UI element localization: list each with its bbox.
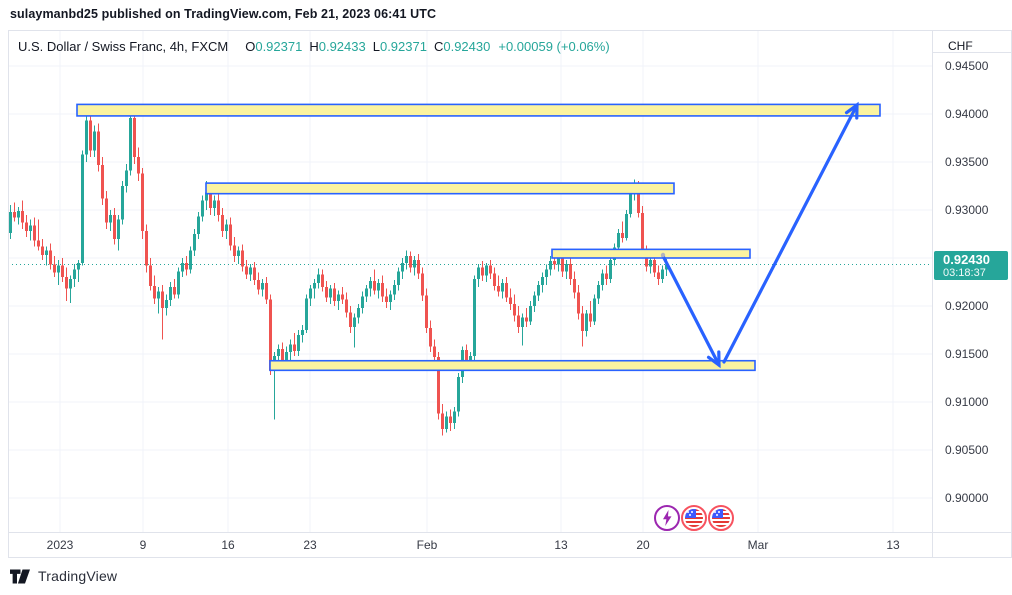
us-flag-icon[interactable] [708, 505, 734, 531]
price-axis-label: 0.90000 [945, 491, 989, 505]
support-zone[interactable] [269, 359, 756, 372]
chart-legend: U.S. Dollar / Swiss Franc, 4h, FXCM O0.92… [18, 39, 610, 54]
lightning-icon[interactable] [654, 505, 680, 531]
ohlc-values: O0.92371 H0.92433 L0.92371 C0.92430 [238, 39, 490, 54]
arrow-anchor-dot[interactable] [660, 252, 666, 258]
price-axis-label: 0.93500 [945, 155, 989, 169]
supply-demand-zones[interactable] [76, 103, 881, 372]
resistance-zone-near[interactable] [551, 248, 751, 259]
ohlc-value: 0.92371 [255, 39, 303, 54]
ohlc-value: 0.92433 [318, 39, 366, 54]
price-axis-separator [932, 30, 933, 557]
ohlc-value: 0.92430 [443, 39, 491, 54]
projected-drop-arrow-line[interactable] [661, 254, 721, 367]
price-axis-label: 0.94000 [945, 107, 989, 121]
lightning-bolt [663, 510, 672, 526]
projected-drop-arrowhead [706, 350, 721, 369]
time-axis-label: 9 [139, 538, 147, 552]
price-axis-label: 0.92000 [945, 299, 989, 313]
axis-unit-label: CHF [948, 39, 973, 53]
ohlc-key: O [245, 39, 256, 54]
price-axis-label: 0.90500 [945, 443, 989, 457]
time-axis[interactable]: 2023 9 16 23 Feb 13 20 Mar 13 [0, 533, 1012, 557]
time-axis-label: 20 [636, 538, 650, 552]
price-axis-label: 0.91500 [945, 347, 989, 361]
us-flag [685, 509, 703, 527]
resistance-zone-middle[interactable] [205, 182, 675, 195]
projection-arrows[interactable] [661, 101, 859, 369]
change-value: +0.00059 (+0.06%) [498, 39, 610, 54]
time-axis-separator [8, 532, 1012, 533]
chart-frame-top [8, 30, 1012, 31]
brand-footer: TradingView [10, 564, 117, 588]
ohlc-value: 0.92371 [379, 39, 427, 54]
time-axis-label: 16 [221, 538, 235, 552]
chart-canvas[interactable] [8, 30, 932, 532]
price-axis-label: 0.91000 [945, 395, 989, 409]
projected-rally-arrowhead [844, 101, 859, 120]
chart-frame-bottom [8, 557, 1012, 558]
time-axis-label: Mar [747, 538, 769, 552]
price-axis[interactable]: CHF 0.945000.940000.935000.930000.925000… [933, 30, 1012, 532]
axis-unit-separator [933, 52, 1012, 53]
time-axis-label: 23 [303, 538, 317, 552]
flag-canton [712, 509, 723, 518]
tradingview-logo-text[interactable]: TradingView [38, 568, 118, 584]
ohlc-key: H [309, 39, 319, 54]
candlestick-series [9, 105, 668, 436]
ohlc-key: L [372, 39, 380, 54]
tradingview-logo-icon[interactable] [10, 569, 31, 584]
chart-frame-left [8, 30, 9, 557]
time-axis-label: Feb [416, 538, 438, 552]
flag-canton [685, 509, 696, 518]
projected-rally-arrow-line[interactable] [722, 103, 859, 364]
symbol-title: U.S. Dollar / Swiss Franc, 4h, FXCM [18, 39, 229, 54]
time-axis-label: 13 [554, 538, 568, 552]
time-axis-label: 13 [886, 538, 900, 552]
us-flag [712, 509, 730, 527]
us-flag-icon[interactable] [681, 505, 707, 531]
last-price-value: 0.92430 [943, 252, 990, 267]
ohlc-key: C [433, 39, 444, 54]
price-axis-label: 0.94500 [945, 59, 989, 73]
publish-info-bar: sulaymanbd25 published on TradingView.co… [0, 0, 1012, 30]
resistance-zone-upper[interactable] [76, 103, 881, 117]
bar-countdown: 03:18:37 [943, 267, 986, 279]
published-info: sulaymanbd25 published on TradingView.co… [10, 7, 437, 21]
time-axis-label: 2023 [46, 538, 74, 552]
price-axis-label: 0.93000 [945, 203, 989, 217]
last-price-label: 0.92430 03:18:37 [934, 251, 1008, 280]
